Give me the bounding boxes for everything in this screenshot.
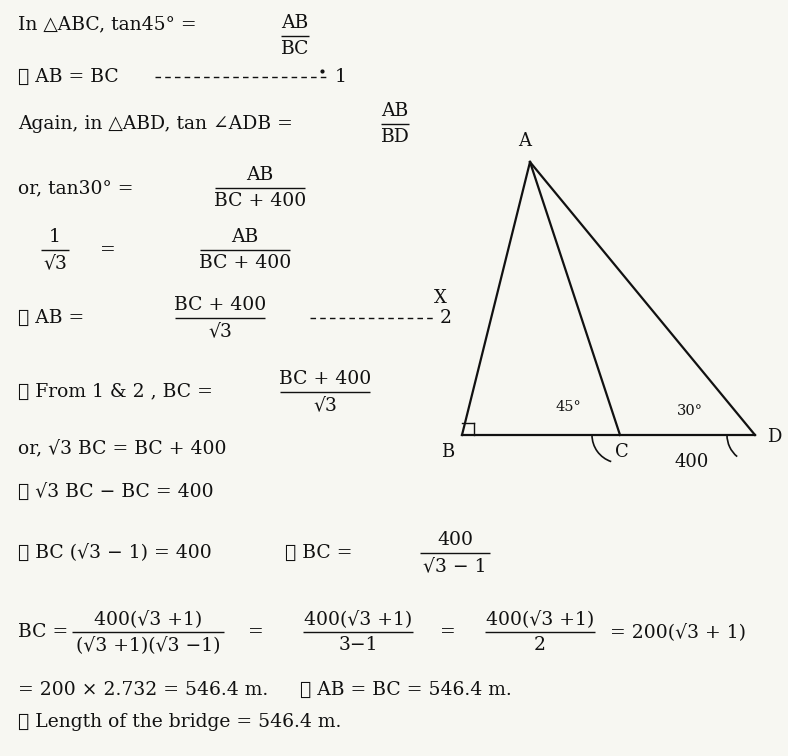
Text: 400(√3 +1): 400(√3 +1) xyxy=(304,610,412,628)
Text: 1: 1 xyxy=(335,68,347,86)
Text: X: X xyxy=(433,289,447,307)
Text: ∴ AB =: ∴ AB = xyxy=(18,309,91,327)
Text: 400(√3 +1): 400(√3 +1) xyxy=(486,610,594,628)
Text: In △ABC, tan45° =: In △ABC, tan45° = xyxy=(18,15,203,33)
Text: BC: BC xyxy=(281,40,309,58)
Text: ∴ Length of the bridge = 546.4 m.: ∴ Length of the bridge = 546.4 m. xyxy=(18,713,341,731)
Text: 1: 1 xyxy=(49,228,61,246)
Text: 45°: 45° xyxy=(555,400,581,414)
Text: D: D xyxy=(767,428,782,446)
Text: C: C xyxy=(615,443,629,461)
Text: √3 − 1: √3 − 1 xyxy=(423,557,487,575)
Text: =: = xyxy=(440,623,455,641)
Text: BC + 400: BC + 400 xyxy=(174,296,266,314)
Text: √3: √3 xyxy=(208,322,232,340)
Text: BC =: BC = xyxy=(18,623,69,641)
Text: 30°: 30° xyxy=(677,404,703,418)
Text: or, √3 BC = BC + 400: or, √3 BC = BC + 400 xyxy=(18,439,226,457)
Text: AB: AB xyxy=(281,14,309,32)
Text: 3−1: 3−1 xyxy=(338,636,377,654)
Text: √3: √3 xyxy=(313,396,337,414)
Text: ∴ BC =: ∴ BC = xyxy=(285,544,352,562)
Text: or, tan30° =: or, tan30° = xyxy=(18,179,139,197)
Text: ∴ √3 BC − BC = 400: ∴ √3 BC − BC = 400 xyxy=(18,483,214,501)
Text: B: B xyxy=(441,443,455,461)
Text: 2: 2 xyxy=(440,309,452,327)
Text: =: = xyxy=(100,241,116,259)
Text: 400: 400 xyxy=(675,453,709,471)
Text: ∴ AB = BC: ∴ AB = BC xyxy=(18,68,125,86)
Text: 2: 2 xyxy=(534,636,546,654)
Text: (√3 +1)(√3 −1): (√3 +1)(√3 −1) xyxy=(76,636,221,654)
Text: AB: AB xyxy=(232,228,258,246)
Text: AB: AB xyxy=(247,166,273,184)
Text: BD: BD xyxy=(381,128,410,146)
Text: √3: √3 xyxy=(43,254,67,272)
Text: 400: 400 xyxy=(437,531,473,549)
Text: A: A xyxy=(519,132,531,150)
Text: = 200(√3 + 1): = 200(√3 + 1) xyxy=(610,623,746,641)
Text: =: = xyxy=(248,623,264,641)
Text: BC + 400: BC + 400 xyxy=(214,192,306,210)
Text: ∴ AB = BC = 546.4 m.: ∴ AB = BC = 546.4 m. xyxy=(300,681,511,699)
Text: ∴ BC (√3 − 1) = 400: ∴ BC (√3 − 1) = 400 xyxy=(18,544,212,562)
Text: AB: AB xyxy=(381,102,409,120)
Text: BC + 400: BC + 400 xyxy=(199,254,291,272)
Text: BC + 400: BC + 400 xyxy=(279,370,371,388)
Text: Again, in △ABD, tan ∠ADB =: Again, in △ABD, tan ∠ADB = xyxy=(18,115,299,133)
Text: = 200 × 2.732 = 546.4 m.: = 200 × 2.732 = 546.4 m. xyxy=(18,681,268,699)
Text: ∴ From 1 & 2 , BC =: ∴ From 1 & 2 , BC = xyxy=(18,383,219,401)
Text: 400(√3 +1): 400(√3 +1) xyxy=(94,610,203,628)
